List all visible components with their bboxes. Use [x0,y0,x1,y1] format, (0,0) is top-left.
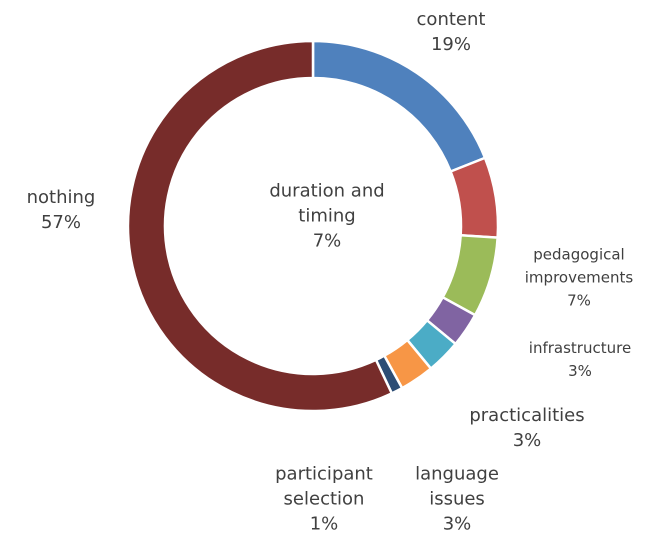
data-label: content 19% [401,7,501,57]
value-label: 19% [430,34,471,55]
category-label: duration and timing [269,180,385,227]
data-label: practicalities 3% [452,403,602,453]
data-label: participant selection 1% [267,462,382,537]
value-label: 1% [309,513,339,535]
value-label: 3% [442,513,472,535]
category-label: language issues [415,463,499,510]
data-label: pedagogical improvements 7% [517,244,642,313]
category-label: nothing [26,187,96,208]
donut-slice [311,39,487,174]
category-label: pedagogical improvements [524,245,634,287]
donut-slice [448,156,500,239]
category-label: participant selection [275,463,373,510]
donut-slice [126,39,394,413]
category-label: content [416,9,486,30]
data-label: nothing 57% [16,185,106,235]
value-label: 7% [312,230,342,252]
value-label: 57% [40,212,81,233]
data-label: language issues 3% [410,462,505,537]
value-label: 3% [512,430,542,451]
data-label: duration and timing 7% [257,179,397,254]
value-label: 7% [567,291,591,310]
data-label: infrastructure 3% [515,337,645,383]
category-label: infrastructure [528,339,632,357]
category-label: practicalities [469,405,585,426]
value-label: 3% [568,362,592,380]
